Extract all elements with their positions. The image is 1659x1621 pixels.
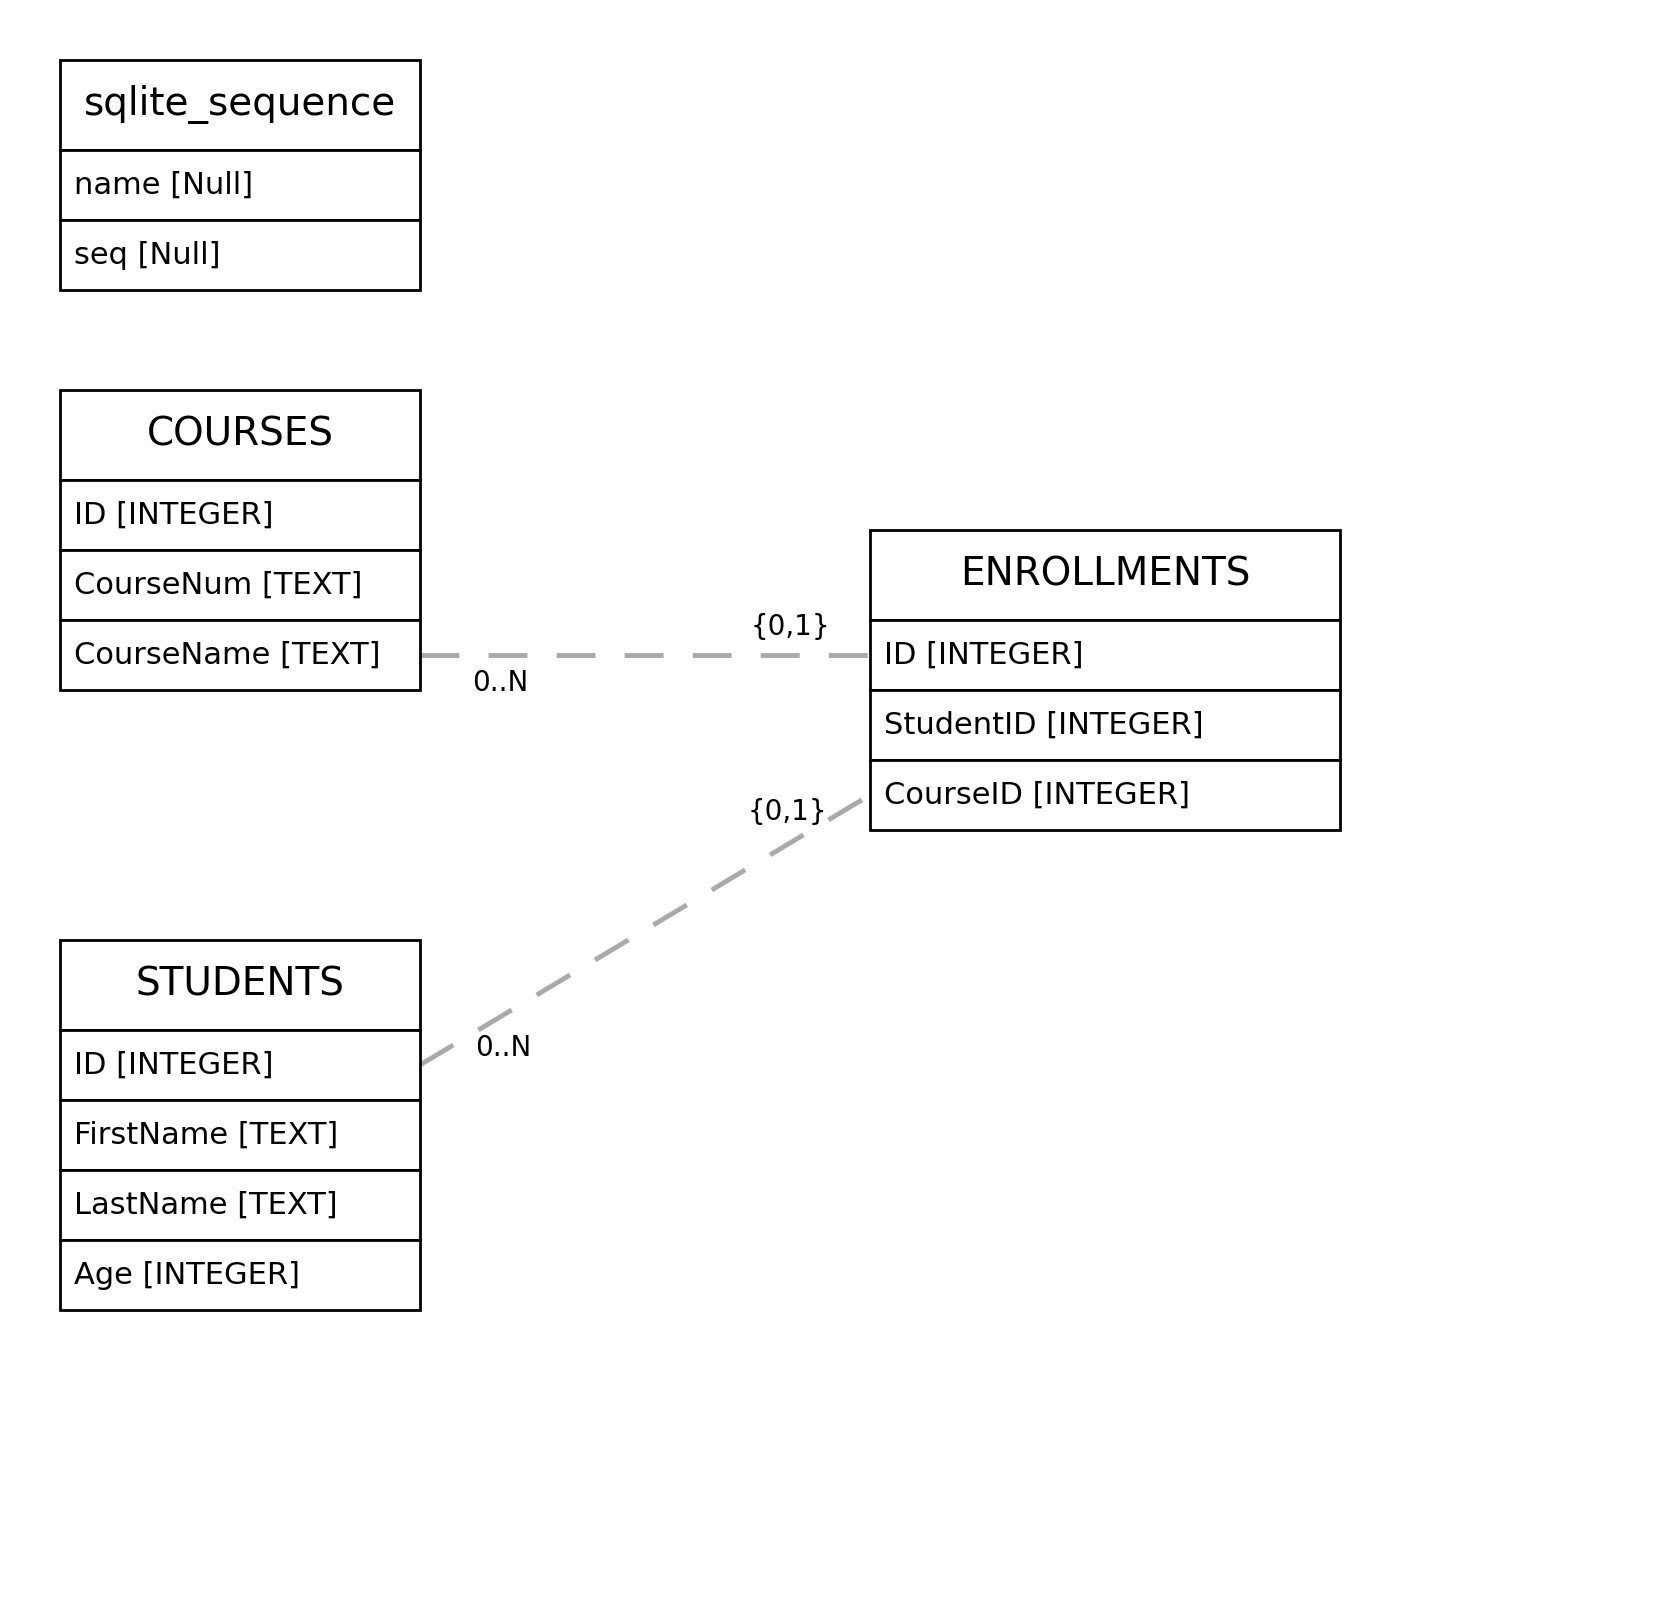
Text: seq [Null]: seq [Null]: [75, 240, 221, 269]
Text: StudentID [INTEGER]: StudentID [INTEGER]: [884, 710, 1204, 739]
Bar: [60, 1170, 420, 1240]
Text: {0,1}: {0,1}: [750, 613, 830, 640]
Text: ID [INTEGER]: ID [INTEGER]: [75, 501, 274, 530]
Bar: [60, 940, 420, 1029]
Bar: [869, 619, 1340, 691]
Text: LastName [TEXT]: LastName [TEXT]: [75, 1190, 338, 1219]
Text: ID [INTEGER]: ID [INTEGER]: [75, 1050, 274, 1080]
Text: ID [INTEGER]: ID [INTEGER]: [884, 640, 1083, 669]
Text: STUDENTS: STUDENTS: [136, 966, 345, 1003]
Text: FirstName [TEXT]: FirstName [TEXT]: [75, 1120, 338, 1149]
Text: CourseName [TEXT]: CourseName [TEXT]: [75, 640, 380, 669]
Bar: [60, 60, 420, 151]
Text: 0..N: 0..N: [471, 669, 528, 697]
Bar: [60, 619, 420, 691]
Bar: [869, 691, 1340, 760]
Text: sqlite_sequence: sqlite_sequence: [85, 86, 397, 125]
Bar: [60, 151, 420, 220]
Text: name [Null]: name [Null]: [75, 170, 254, 199]
Text: Age [INTEGER]: Age [INTEGER]: [75, 1261, 300, 1289]
Text: CourseNum [TEXT]: CourseNum [TEXT]: [75, 571, 362, 600]
Text: 0..N: 0..N: [474, 1034, 531, 1062]
Bar: [60, 391, 420, 480]
Text: {0,1}: {0,1}: [747, 798, 826, 827]
Text: ENROLLMENTS: ENROLLMENTS: [961, 556, 1251, 593]
Bar: [60, 550, 420, 619]
Bar: [60, 1101, 420, 1170]
Text: COURSES: COURSES: [146, 417, 333, 454]
Bar: [60, 1240, 420, 1310]
Bar: [869, 760, 1340, 830]
Text: CourseID [INTEGER]: CourseID [INTEGER]: [884, 780, 1190, 809]
Bar: [869, 530, 1340, 619]
Bar: [60, 220, 420, 290]
Bar: [60, 480, 420, 550]
Bar: [60, 1029, 420, 1101]
